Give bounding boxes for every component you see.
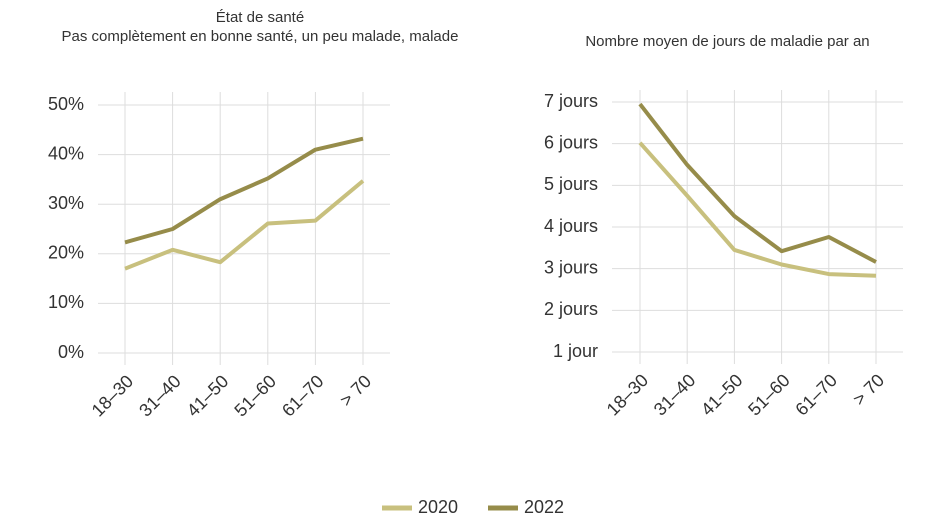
legend-label: 2020 (418, 497, 458, 517)
y-tick-label: 3 jours (544, 257, 598, 277)
line (124, 136, 364, 245)
x-tick-label: > 70 (849, 370, 888, 409)
y-tick-label: 50% (48, 94, 84, 114)
y-tick-label: 2 jours (544, 299, 598, 319)
x-tick-label: > 70 (336, 371, 375, 410)
chart-title: État de santé (215, 9, 305, 26)
x-tick-label: 18–30 (88, 371, 138, 421)
x-tick-label: 31–40 (650, 370, 700, 420)
chart-subtitle: Pas complètement en bonne santé, un peu … (61, 28, 459, 45)
x-tick-label: 31–40 (135, 371, 185, 421)
y-tick-label: 40% (48, 143, 84, 163)
x-tick-label: 51–60 (744, 370, 794, 420)
y-tick-label: 4 jours (544, 216, 598, 236)
y-tick-label: 7 jours (544, 91, 598, 111)
x-tick-label: 61–70 (791, 370, 841, 420)
y-tick-label: 0% (58, 342, 84, 362)
y-tick-label: 6 jours (544, 132, 598, 152)
x-tick-label: 51–60 (230, 371, 280, 421)
line (638, 102, 877, 264)
legend-label: 2022 (524, 497, 564, 517)
y-tick-label: 20% (48, 243, 84, 263)
x-tick-label: 41–50 (697, 370, 747, 420)
y-tick-label: 30% (48, 193, 84, 213)
chart-title-block: État de santé Pas complètement en bonne … (20, 8, 500, 46)
y-tick-label: 1 jour (553, 341, 598, 361)
line (124, 179, 365, 271)
x-tick-label: 18–30 (603, 370, 653, 420)
x-tick-label: 61–70 (278, 371, 328, 421)
line (638, 141, 877, 278)
y-tick-label: 5 jours (544, 174, 598, 194)
chart-title: Nombre moyen de jours de maladie par an (585, 33, 870, 50)
x-tick-label: 41–50 (183, 371, 233, 421)
y-tick-label: 10% (48, 292, 84, 312)
